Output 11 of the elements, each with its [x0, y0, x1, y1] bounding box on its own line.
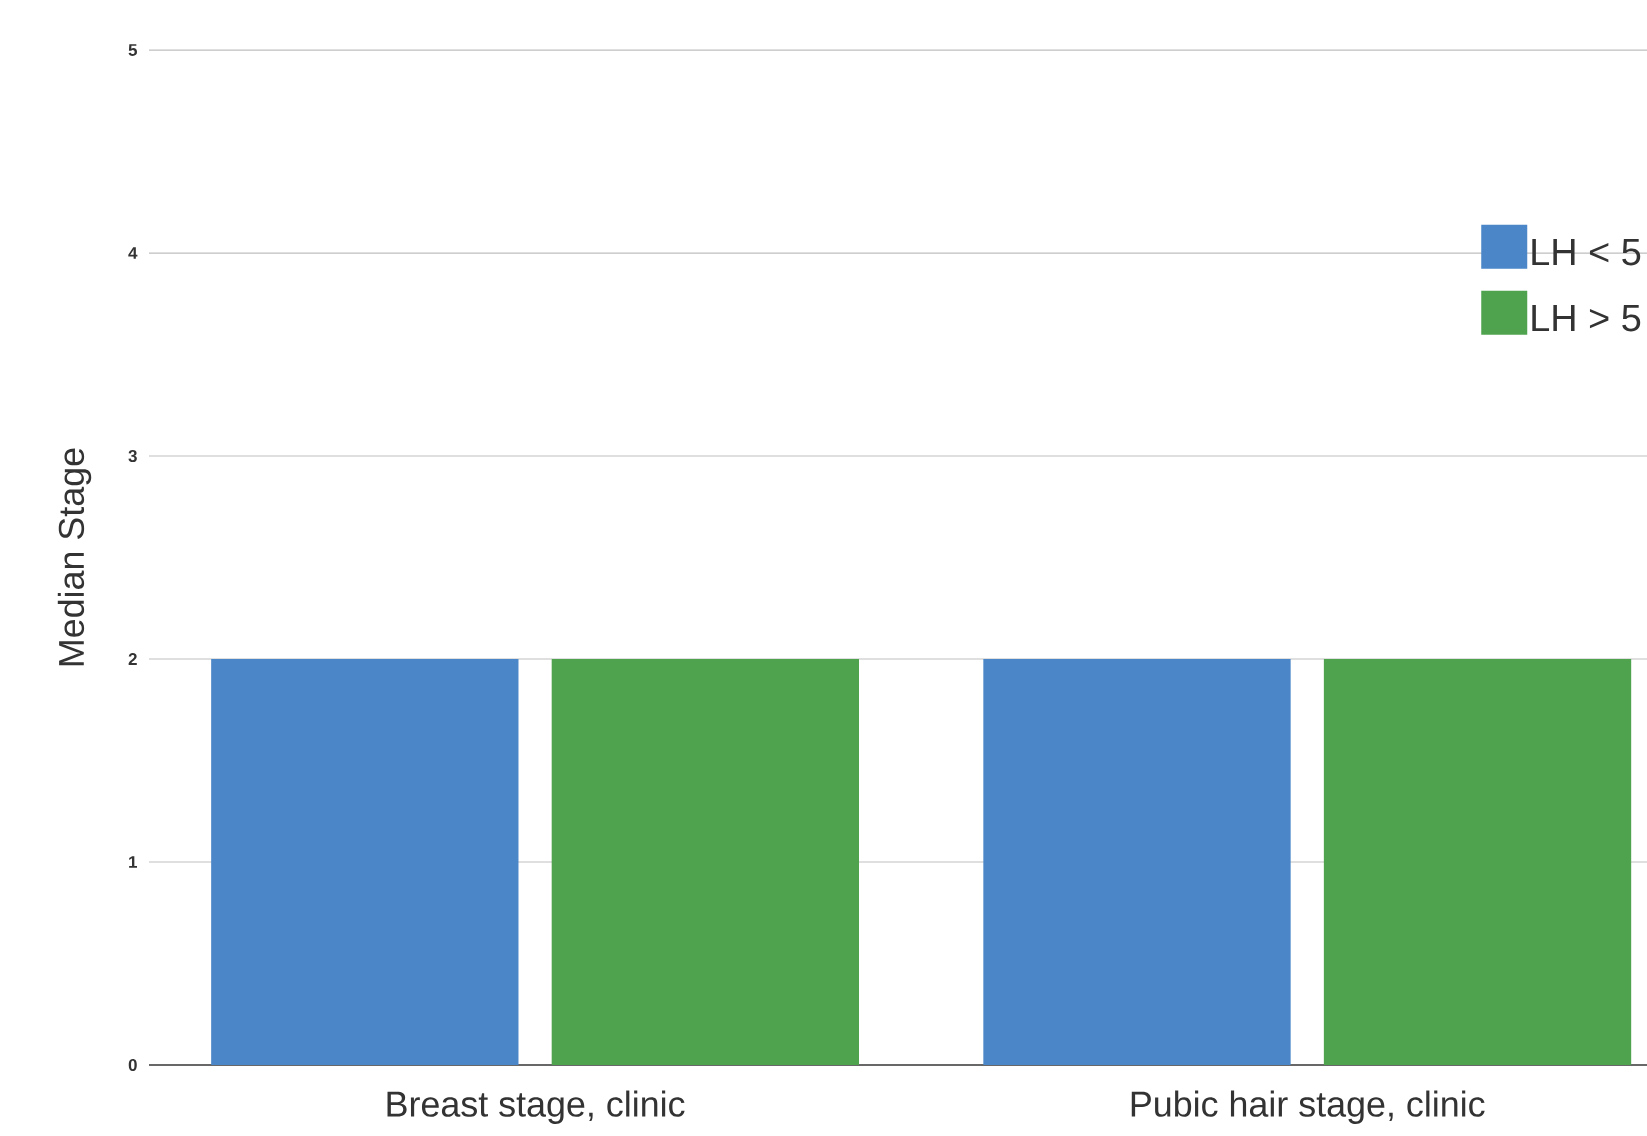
y-tick-label: 4 — [128, 247, 138, 259]
legend-label: LH > 5 — [1532, 305, 1641, 332]
y-tick-label: 1 — [129, 856, 138, 868]
x-tick-label: Breast stage, clinic — [387, 1090, 685, 1124]
legend-label: LH < 5 — [1532, 239, 1641, 266]
y-tick-label: 5 — [128, 44, 138, 56]
y-tick-label: 2 — [128, 653, 137, 665]
y-axis-title: Median Stage — [57, 448, 92, 666]
y-tick-label: 0 — [128, 1059, 137, 1071]
x-tick-label: Pubic hair stage, clinic — [1131, 1090, 1485, 1124]
y-tick-label: 3 — [128, 450, 137, 463]
